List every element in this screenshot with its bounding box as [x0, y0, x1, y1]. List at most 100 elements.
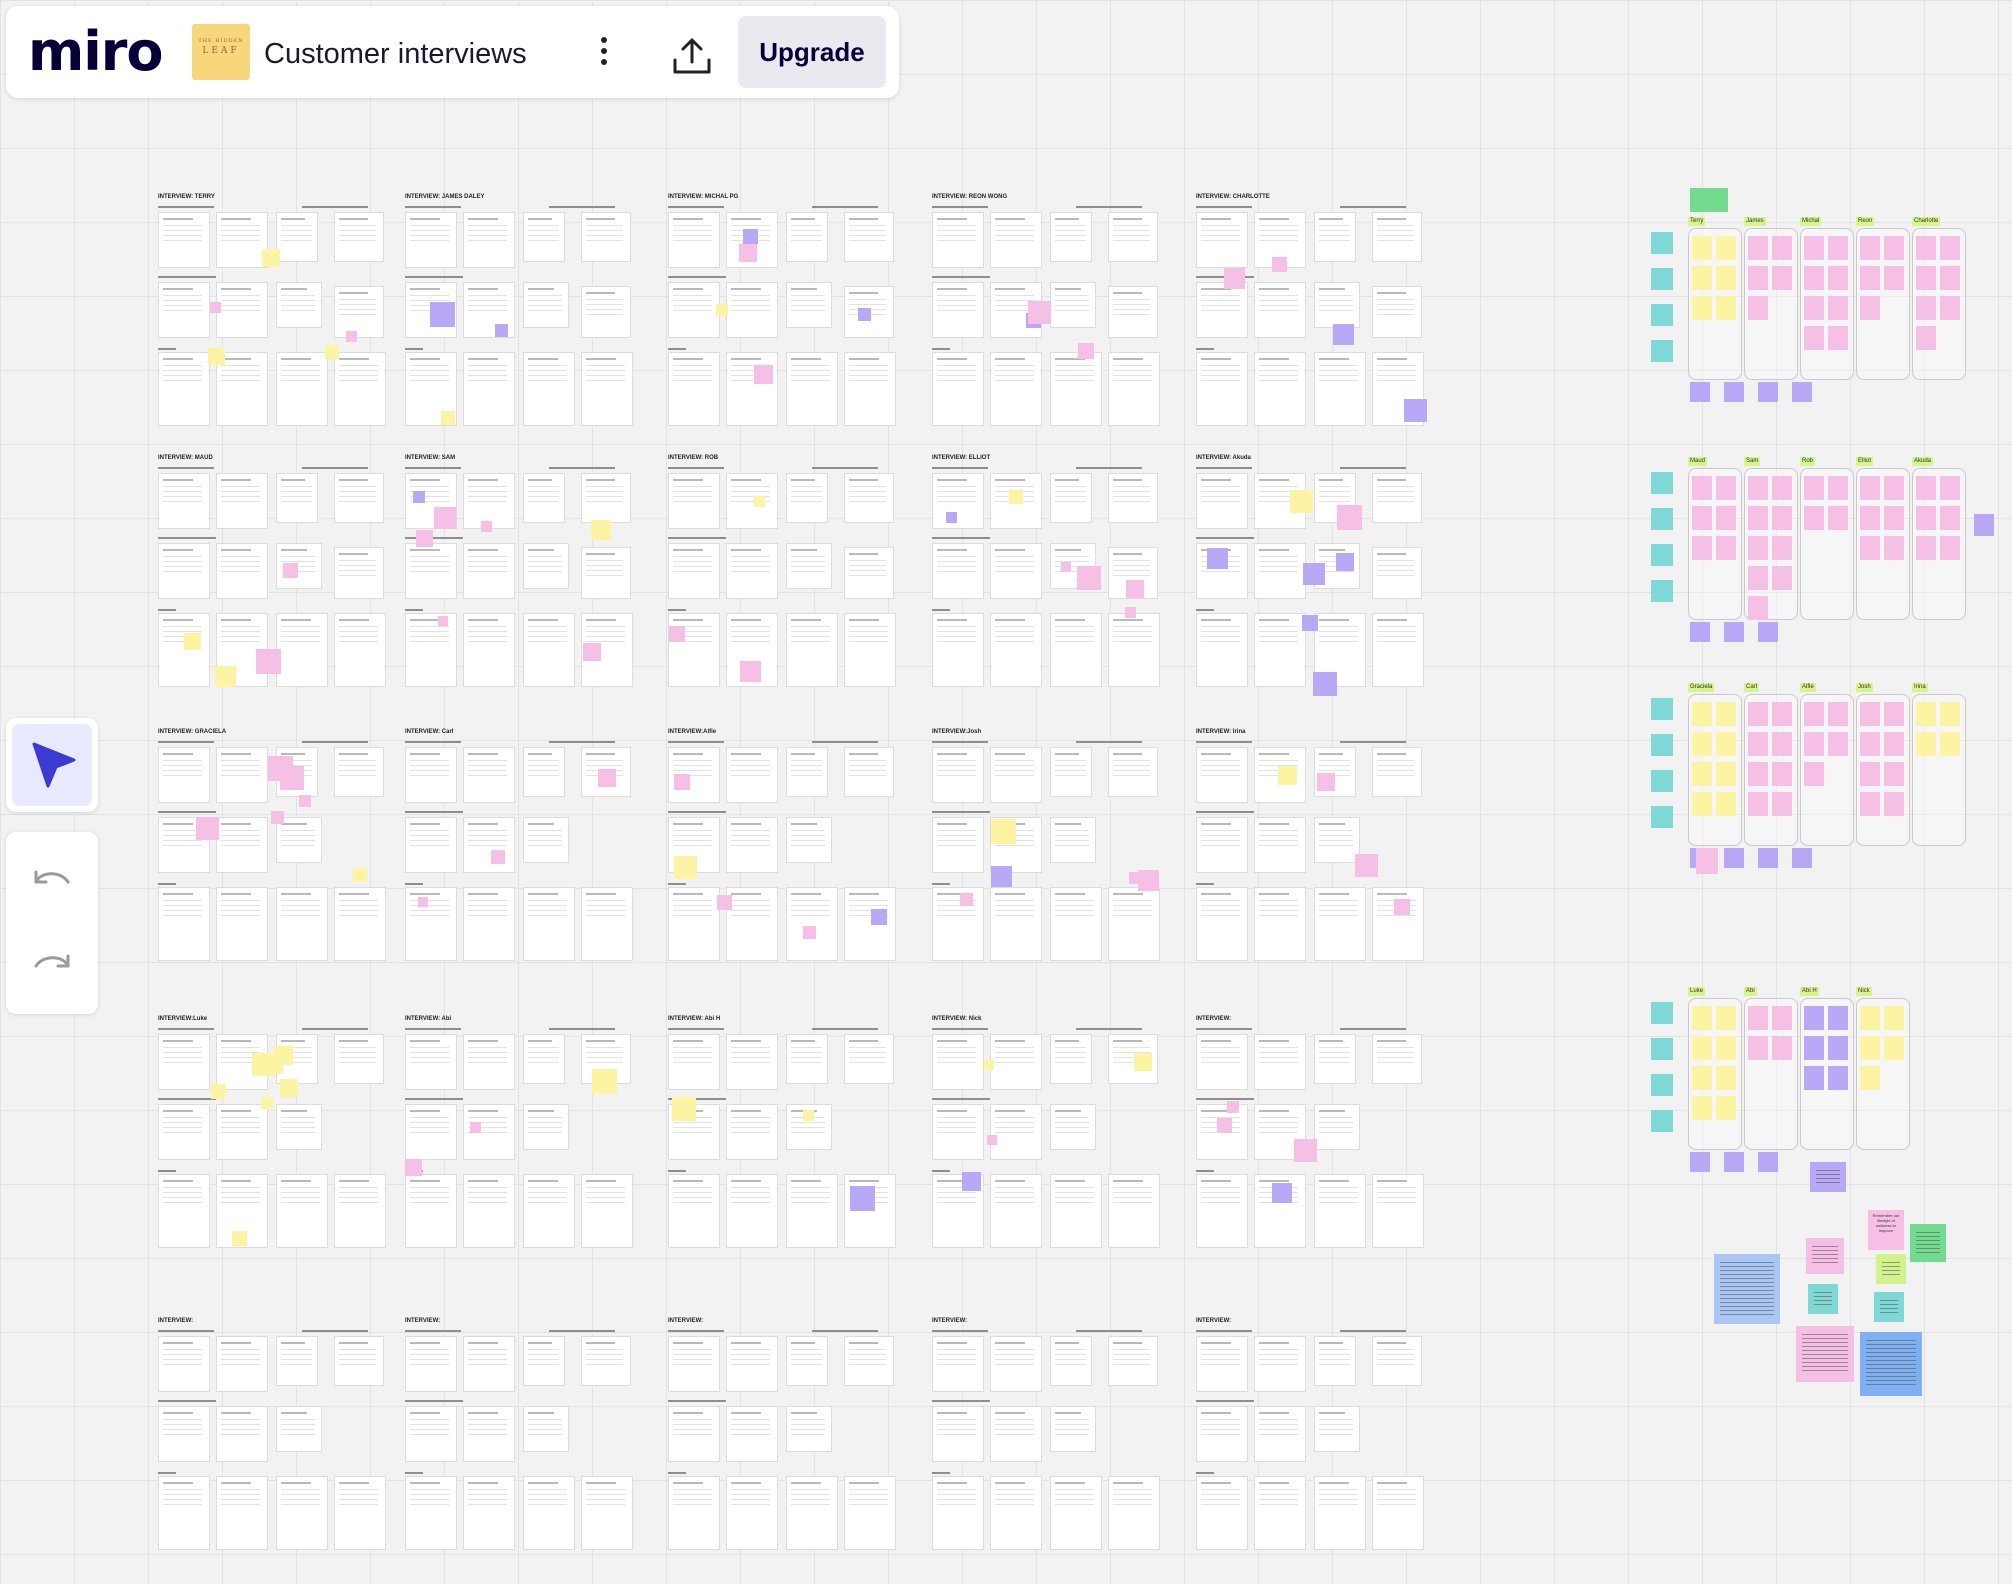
transcript-frame[interactable] — [405, 212, 457, 268]
notes-frame[interactable] — [1108, 352, 1160, 426]
text-note[interactable]: Remember our lifestyle of wellness to im… — [1868, 1210, 1904, 1250]
sticky-note[interactable] — [1804, 762, 1824, 786]
sticky-note[interactable] — [1884, 792, 1904, 816]
transcript-frame[interactable] — [668, 1104, 720, 1160]
notes-frame[interactable] — [334, 352, 386, 426]
transcript-frame[interactable] — [1314, 1336, 1356, 1386]
transcript-frame[interactable] — [523, 212, 565, 262]
transcript-frame[interactable] — [523, 282, 569, 328]
sticky-note[interactable] — [1724, 382, 1744, 402]
transcript-frame[interactable] — [1196, 817, 1248, 873]
transcript-frame[interactable] — [1314, 473, 1356, 523]
interview-cluster[interactable]: INTERVIEW: Abi — [405, 1016, 665, 1251]
sticky-note[interactable] — [208, 348, 225, 365]
transcript-frame[interactable] — [844, 212, 894, 262]
interview-cluster[interactable]: INTERVIEW: Abi H — [668, 1016, 928, 1251]
sticky-note[interactable] — [1724, 848, 1744, 868]
transcript-frame[interactable] — [1108, 212, 1158, 262]
transcript-frame[interactable] — [405, 747, 457, 803]
transcript-frame[interactable] — [523, 543, 569, 589]
transcript-frame[interactable] — [786, 543, 832, 589]
sticky-note[interactable] — [1692, 792, 1712, 816]
notes-frame[interactable] — [668, 352, 720, 426]
transcript-frame[interactable] — [990, 1034, 1042, 1090]
sticky-note[interactable] — [1772, 702, 1792, 726]
sticky-note[interactable] — [1828, 476, 1848, 500]
transcript-frame[interactable] — [581, 1336, 631, 1386]
sticky-note[interactable] — [1916, 266, 1936, 290]
sticky-note[interactable] — [1294, 1139, 1317, 1162]
transcript-frame[interactable] — [523, 1336, 565, 1386]
sticky-note[interactable] — [1303, 563, 1325, 585]
sticky-note[interactable] — [1804, 1066, 1824, 1090]
transcript-frame[interactable] — [216, 1336, 268, 1392]
transcript-frame[interactable] — [158, 282, 210, 338]
sticky-note[interactable] — [280, 766, 304, 790]
sticky-note[interactable] — [592, 1069, 617, 1094]
sticky-note[interactable] — [1125, 607, 1136, 618]
notes-frame[interactable] — [158, 613, 210, 687]
transcript-frame[interactable] — [1254, 282, 1306, 338]
transcript-frame[interactable] — [990, 543, 1042, 599]
sticky-note[interactable] — [1272, 257, 1287, 272]
notes-frame[interactable] — [844, 352, 896, 426]
sticky-note[interactable] — [1716, 702, 1736, 726]
interview-cluster[interactable]: INTERVIEW: MAUD — [158, 455, 418, 690]
text-note[interactable] — [1910, 1224, 1946, 1262]
sticky-note[interactable] — [1748, 296, 1768, 320]
sticky-note[interactable] — [1748, 762, 1768, 786]
transcript-frame[interactable] — [1372, 747, 1422, 797]
transcript-frame[interactable] — [932, 282, 984, 338]
participant-label[interactable]: Rob — [1800, 457, 1816, 466]
interview-cluster[interactable]: INTERVIEW: REON WONG — [932, 194, 1192, 429]
transcript-frame[interactable] — [1372, 1034, 1422, 1084]
sticky-note[interactable] — [1134, 1053, 1152, 1071]
notes-frame[interactable] — [581, 1174, 633, 1248]
participant-label[interactable]: Michal — [1800, 217, 1822, 226]
sticky-note[interactable] — [871, 909, 887, 925]
sticky-note[interactable] — [1772, 762, 1792, 786]
sticky-note[interactable] — [717, 895, 732, 910]
sticky-note[interactable] — [1916, 536, 1936, 560]
notes-frame[interactable] — [1196, 887, 1248, 961]
transcript-frame[interactable] — [786, 1336, 828, 1386]
participant-label[interactable]: Charlotte — [1912, 217, 1941, 226]
text-note[interactable] — [1796, 1326, 1854, 1382]
participant-label[interactable]: Alfie — [1800, 683, 1816, 692]
sticky-note[interactable] — [1860, 1066, 1880, 1090]
sticky-note[interactable] — [1748, 536, 1768, 560]
sticky-note[interactable] — [1692, 1096, 1712, 1120]
notes-frame[interactable] — [1314, 352, 1366, 426]
transcript-frame[interactable] — [668, 1336, 720, 1392]
transcript-frame[interactable] — [932, 1104, 984, 1160]
transcript-frame[interactable] — [844, 547, 894, 599]
participant-label[interactable]: Irina — [1912, 683, 1928, 692]
sticky-note[interactable] — [1716, 536, 1736, 560]
transcript-frame[interactable] — [668, 543, 720, 599]
sticky-note[interactable] — [754, 365, 773, 384]
sticky-note[interactable] — [1772, 1006, 1792, 1030]
sticky-note[interactable] — [674, 856, 697, 879]
participant-label[interactable]: Elliot — [1856, 457, 1874, 466]
sticky-note[interactable] — [946, 512, 957, 523]
interview-cluster[interactable]: INTERVIEW: ELLIOT — [932, 455, 1192, 690]
notes-frame[interactable] — [158, 1174, 210, 1248]
sticky-note[interactable] — [1692, 536, 1712, 560]
sticky-note[interactable] — [1692, 702, 1712, 726]
transcript-frame[interactable] — [216, 747, 268, 803]
transcript-frame[interactable] — [334, 1034, 384, 1084]
sticky-note[interactable] — [413, 491, 425, 503]
transcript-frame[interactable] — [726, 817, 778, 873]
participant-label[interactable]: Graciela — [1688, 683, 1715, 692]
sticky-note[interactable] — [262, 249, 280, 267]
sticky-note[interactable] — [1692, 506, 1712, 530]
transcript-frame[interactable] — [276, 212, 318, 262]
sticky-note[interactable] — [271, 811, 284, 824]
notes-frame[interactable] — [276, 1476, 328, 1550]
sticky-note[interactable] — [353, 868, 367, 882]
sticky-note[interactable] — [669, 626, 685, 642]
transcript-frame[interactable] — [726, 282, 778, 338]
transcript-frame[interactable] — [1314, 747, 1356, 797]
interview-cluster[interactable]: INTERVIEW:Alfie — [668, 729, 928, 964]
transcript-frame[interactable] — [726, 1336, 778, 1392]
